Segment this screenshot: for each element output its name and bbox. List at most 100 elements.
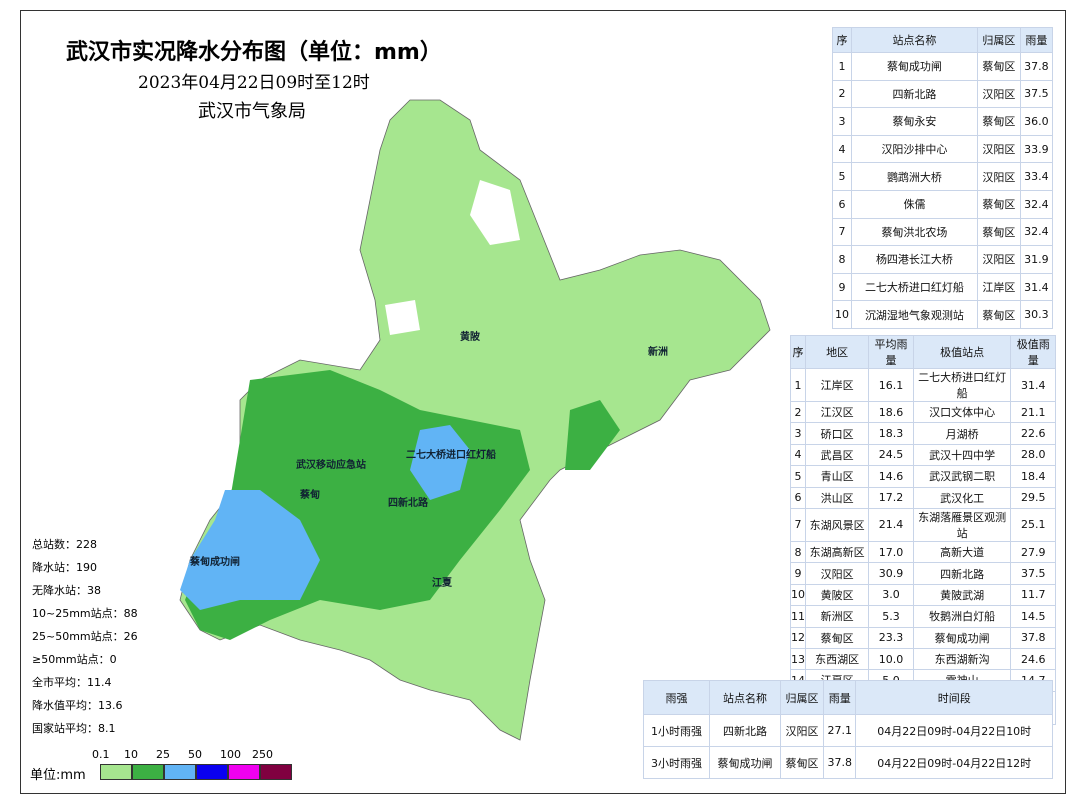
cell: 四新北路 xyxy=(850,79,978,109)
cell: 29.5 xyxy=(1010,486,1056,509)
intensity-table: 雨强 站点名称 归属区 雨量 时间段 1小时雨强 四新北路 汉阳区 27.1 04月22日09时-… xyxy=(643,680,1053,779)
cell: 11.7 xyxy=(1010,583,1056,607)
cell: 江岸区 xyxy=(976,272,1021,302)
cell: 2 xyxy=(832,79,852,109)
stat: 10~25mm站点：88 xyxy=(32,607,138,620)
cell: 5 xyxy=(790,465,806,488)
legend-label: 100 xyxy=(220,748,241,761)
cell: 新洲区 xyxy=(804,605,870,628)
row: 6 洪山区 17.2 武汉化工 29.5 xyxy=(790,486,1056,509)
row: 13 东西湖区 10.0 东西湖新沟 24.6 xyxy=(790,647,1056,671)
row: 8 杨四港长江大桥 汉阳区 31.9 xyxy=(832,245,1054,274)
map-label: 蔡甸 xyxy=(299,488,320,501)
cell: 32.4 xyxy=(1019,189,1054,219)
legend-label: 250 xyxy=(252,748,273,761)
map-label: 二七大桥进口红灯船 xyxy=(406,448,496,461)
row: 3 硚口区 18.3 月湖桥 22.6 xyxy=(790,422,1056,445)
cell: 37.5 xyxy=(1019,79,1054,109)
cell: 武汉化工 xyxy=(912,486,1012,509)
row: 10 沉湖湿地气象观测站 蔡甸区 30.3 xyxy=(832,300,1054,329)
cell: 28.0 xyxy=(1010,443,1056,467)
header-cell: 雨量 xyxy=(1019,27,1054,53)
cell: 12 xyxy=(790,626,806,649)
cell: 蔡甸成功闸 xyxy=(850,52,978,81)
cell: 9 xyxy=(832,272,852,302)
row: 3小时雨强 蔡甸成功闸 蔡甸区 37.8 04月22日09时-04月22日12时 xyxy=(643,746,1053,779)
cell: 3 xyxy=(790,422,806,445)
cell: 30.3 xyxy=(1019,300,1054,329)
cell: 5 xyxy=(832,162,852,191)
cell: 东湖高新区 xyxy=(804,540,870,564)
cell: 37.8 xyxy=(1019,52,1054,81)
row: 9 汉阳区 30.9 四新北路 37.5 xyxy=(790,562,1056,585)
cell: 牧鹅洲白灯船 xyxy=(912,605,1012,628)
cell: 1小时雨强 xyxy=(643,714,710,747)
no-rain xyxy=(385,300,420,335)
cell: 武汉十四中学 xyxy=(912,443,1012,467)
cell: 武汉武钢二职 xyxy=(912,465,1012,488)
row: 2 四新北路 汉阳区 37.5 xyxy=(832,79,1054,109)
cell: 37.5 xyxy=(1010,562,1056,585)
cell: 10 xyxy=(790,583,806,607)
cell: 27.9 xyxy=(1010,540,1056,564)
row: 2 江汉区 18.6 汉口文体中心 21.1 xyxy=(790,400,1056,424)
cell: 洪山区 xyxy=(804,486,870,509)
row: 12 蔡甸区 23.3 蔡甸成功闸 37.8 xyxy=(790,626,1056,649)
row: 7 东湖风景区 21.4 东湖落雁景区观测站 25.1 xyxy=(790,507,1056,542)
cell: 23.3 xyxy=(868,626,914,649)
cell: 10.0 xyxy=(868,647,914,671)
header-cell: 站点名称 xyxy=(850,27,978,53)
cell: 四新北路 xyxy=(708,714,781,747)
row: 6 侏儒 蔡甸区 32.4 xyxy=(832,189,1054,219)
header-row: 序站点名称 归属区 雨量 xyxy=(832,27,1054,53)
header-cell: 平均雨量 xyxy=(868,335,914,369)
row: 1小时雨强 四新北路 汉阳区 27.1 04月22日09时-04月22日10时 xyxy=(643,714,1053,747)
map-label: 江夏 xyxy=(432,576,453,589)
cell: 33.9 xyxy=(1019,134,1054,164)
row: 11 新洲区 5.3 牧鹅洲白灯船 14.5 xyxy=(790,605,1056,628)
header-cell: 序 xyxy=(832,27,852,53)
cell: 蔡甸区 xyxy=(804,626,870,649)
stat: 降水值平均：13.6 xyxy=(32,699,123,712)
date: 2023年04月22日09时至12时 xyxy=(138,73,370,93)
cell: 江岸区 xyxy=(804,368,870,402)
cell: 33.4 xyxy=(1019,162,1054,191)
cell: 14.6 xyxy=(868,465,914,488)
stat: 无降水站：38 xyxy=(32,584,101,597)
row: 3 蔡甸永安 蔡甸区 36.0 xyxy=(832,107,1054,136)
no-rain xyxy=(470,180,520,245)
header-cell: 极值站点 xyxy=(912,335,1012,369)
title: 武汉市实况降水分布图（单位：mm） xyxy=(66,40,442,65)
map-label: 黄陂 xyxy=(460,330,481,343)
cell: 9 xyxy=(790,562,806,585)
row: 1 江岸区 16.1 二七大桥进口红灯船 31.4 xyxy=(790,368,1056,402)
cell: 高新大道 xyxy=(912,540,1012,564)
cell: 蔡甸洪北农场 xyxy=(850,217,978,247)
cell: 蔡甸区 xyxy=(976,300,1021,329)
cell: 四新北路 xyxy=(912,562,1012,585)
cell: 37.8 xyxy=(1010,626,1056,649)
rain-25-50 xyxy=(180,490,320,610)
cell: 10 xyxy=(832,300,852,329)
cell: 24.6 xyxy=(1010,647,1056,671)
cell: 36.0 xyxy=(1019,107,1054,136)
cell: 14.5 xyxy=(1010,605,1056,628)
cell: 月湖桥 xyxy=(912,422,1012,445)
cell: 杨四港长江大桥 xyxy=(850,245,978,274)
legend-swatch xyxy=(164,764,196,780)
cell: 硚口区 xyxy=(804,422,870,445)
row: 10 黄陂区 3.0 黄陂武湖 11.7 xyxy=(790,583,1056,607)
row: 4 汉阳沙排中心 汉阳区 33.9 xyxy=(832,134,1054,164)
stat: ≥50mm站点：0 xyxy=(32,653,117,666)
district-table: 序地区 平均雨量 极值站点 极值雨量 1 江岸区 16.1 二七大桥进口红灯船 31.4 2 江汉区… xyxy=(790,335,1056,725)
rain-10-25 xyxy=(565,400,620,470)
legend-label: 25 xyxy=(156,748,170,761)
cell: 汉阳区 xyxy=(976,79,1021,109)
cell: 31.9 xyxy=(1019,245,1054,274)
row: 5 鹦鹉洲大桥 汉阳区 33.4 xyxy=(832,162,1054,191)
header-cell: 站点名称 xyxy=(708,680,781,715)
cell: 汉阳区 xyxy=(804,562,870,585)
cell: 汉阳沙排中心 xyxy=(850,134,978,164)
